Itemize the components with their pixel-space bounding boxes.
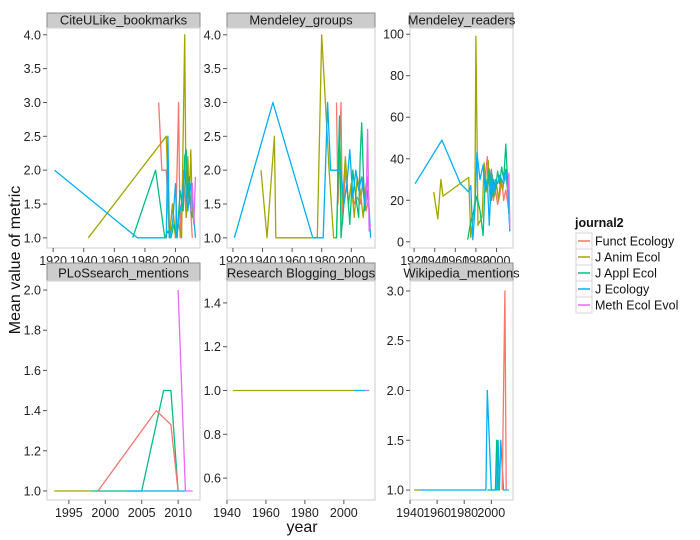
y-tick-label: 2.5 [204, 130, 221, 144]
y-tick-label: 3.0 [24, 96, 41, 110]
x-tick-label: 1980 [450, 506, 478, 520]
panel-title: PLoSsearch_mentions [58, 266, 189, 281]
legend: journal2 Funct Ecology J Anim Ecol J Appl … [574, 216, 678, 314]
y-axis-title: Mean value of metric [7, 186, 24, 335]
y-tick-label: 2.0 [387, 384, 404, 398]
series-line-funct-ecology [501, 290, 507, 491]
y-tick-label: 2.0 [204, 164, 221, 178]
y-tick-label: 1.0 [24, 231, 41, 245]
y-tick-label: 2.0 [24, 164, 41, 178]
legend-label: J Anim Ecol [595, 251, 660, 265]
x-tick-label: 2000 [477, 506, 505, 520]
y-tick-label: 0.8 [204, 428, 221, 442]
y-tick-label: 1.4 [24, 404, 41, 418]
legend-item-j-ecology: J Ecology [575, 280, 650, 298]
panel-title: Research Blogging_blogs [227, 266, 376, 281]
series-line-funct-ecology [97, 409, 179, 492]
y-tick-label: 1.0 [204, 231, 221, 245]
legend-label: J Appl Ecol [595, 267, 657, 281]
y-tick-label: 3.5 [24, 62, 41, 76]
y-tick-label: 3.0 [204, 96, 221, 110]
y-tick-label: 1.2 [204, 340, 221, 354]
panel-title: Mendeley_groups [249, 13, 353, 28]
y-tick-label: 0.6 [204, 472, 221, 486]
legend-label: J Ecology [595, 283, 650, 297]
series-line-meth-ecol-evol [365, 128, 372, 232]
y-tick-label: 1.0 [387, 484, 404, 498]
series-line-j-ecology [414, 139, 511, 241]
panel-frame [46, 280, 201, 501]
y-tick-label: 60 [390, 111, 404, 125]
series-line-j-ecology [419, 389, 509, 491]
y-tick-label: 0 [397, 235, 404, 249]
y-tick-label: 3.5 [204, 62, 221, 76]
legend-label: Meth Ecol Evol [595, 299, 678, 313]
panel-frame [226, 27, 376, 249]
x-tick-label: 1940 [396, 506, 424, 520]
legend-item-funct-ecology: Funct Ecology [575, 232, 675, 250]
series-line-j-ecology [54, 135, 197, 239]
x-tick-label: 1960 [252, 506, 280, 520]
y-tick-label: 1.2 [24, 444, 41, 458]
panel-title: CiteULike_bookmarks [60, 13, 188, 28]
y-tick-label: 2.5 [387, 334, 404, 348]
x-tick-label: 1980 [291, 506, 319, 520]
x-tick-label: 2000 [330, 506, 358, 520]
panel-frame [46, 27, 201, 249]
y-tick-label: 1.5 [204, 198, 221, 212]
y-tick-label: 3.0 [387, 284, 404, 298]
x-tick-label: 1995 [55, 506, 83, 520]
x-tick-label: 2000 [91, 506, 119, 520]
y-tick-label: 40 [390, 152, 404, 166]
legend-label: Funct Ecology [595, 235, 675, 249]
legend-title: journal2 [574, 216, 624, 230]
y-tick-label: 1.8 [24, 324, 41, 338]
y-tick-label: 1.5 [387, 434, 404, 448]
y-tick-label: 4.0 [24, 28, 41, 42]
panel-frame [409, 27, 514, 249]
legend-item-meth-ecol-evol: Meth Ecol Evol [575, 296, 678, 314]
y-tick-label: 1.5 [24, 198, 41, 212]
series-line-meth-ecol-evol [177, 289, 193, 492]
series-line-j-appl-ecol [90, 389, 179, 492]
y-tick-label: 100 [383, 28, 404, 42]
legend-item-j-anim-ecol: J Anim Ecol [575, 248, 660, 266]
series-line-j-ecology [233, 101, 372, 239]
y-tick-label: 2.0 [24, 284, 41, 298]
x-tick-label: 2010 [164, 506, 192, 520]
y-tick-label: 4.0 [204, 28, 221, 42]
y-tick-label: 1.4 [204, 296, 221, 310]
panel-research-blogging-blogs: Research Blogging_blogs 1940 1960 1980 2000 0… [204, 262, 376, 520]
panel-mendeley-readers: Mendeley_readers192019401960198020000204… [383, 12, 516, 268]
legend-item-j-appl-ecol: J Appl Ecol [575, 264, 657, 282]
y-tick-label: 20 [390, 194, 404, 208]
y-tick-label: 1.6 [24, 364, 41, 378]
x-tick-label: 1940 [213, 506, 241, 520]
series-line-meth-ecol-evol [507, 172, 511, 230]
panel-wikipedia-mentions: Wikipedia_mentions 1940 1960 1980 2000 1.0 1.5… [387, 262, 520, 520]
x-axis-title: year [286, 519, 318, 536]
x-tick-label: 1960 [423, 506, 451, 520]
series-line-j-appl-ecol [335, 115, 369, 239]
panel-plossearch-mentions: PLoSsearch_mentions 1995 2000 2005 2010 1.0 1.… [24, 262, 201, 520]
series-line-meth-ecol-evol [190, 176, 197, 225]
panel-title: Wikipedia_mentions [403, 266, 520, 281]
y-tick-label: 2.5 [24, 130, 41, 144]
x-tick-label: 2005 [128, 506, 156, 520]
y-tick-label: 1.0 [204, 384, 221, 398]
panel-title: Mendeley_readers [408, 13, 516, 28]
y-tick-label: 80 [390, 69, 404, 83]
y-tick-label: 1.0 [24, 484, 41, 498]
